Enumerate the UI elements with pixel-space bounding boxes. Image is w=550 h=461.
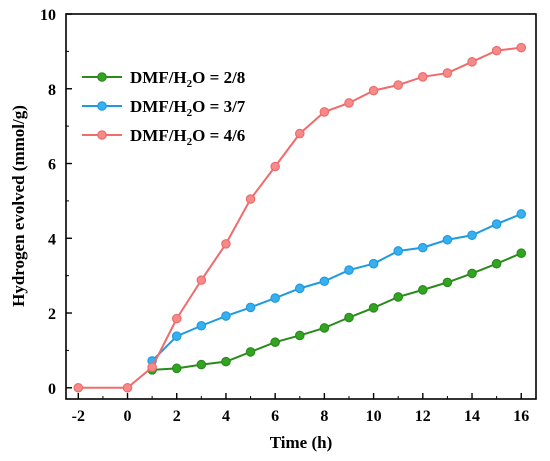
legend-label-part: DMF/H <box>130 97 187 116</box>
data-point <box>245 302 256 313</box>
legend-label: DMF/H2O = 3/7 <box>130 97 246 119</box>
data-point <box>368 258 379 269</box>
legend-label-subscript: 2 <box>187 78 193 90</box>
data-point <box>221 239 231 249</box>
data-point <box>418 71 428 82</box>
data-point <box>368 85 379 96</box>
legend-label: DMF/H2O = 2/8 <box>130 68 245 90</box>
data-point <box>418 285 428 295</box>
legend-item: DMF/H2O = 4/6 <box>82 126 245 148</box>
legend-marker <box>97 130 107 140</box>
y-tick-label: 8 <box>48 82 56 99</box>
data-point <box>393 80 403 90</box>
data-point <box>319 323 330 333</box>
series-line <box>151 213 522 362</box>
data-point <box>491 258 502 269</box>
legend-label-part: DMF/H <box>130 68 187 87</box>
data-point <box>393 292 403 302</box>
legend-item: DMF/H2O = 3/7 <box>82 97 246 119</box>
legend-item: DMF/H2O = 2/8 <box>82 68 245 90</box>
y-axis-title: Hydrogen evolved (mmol/g) <box>9 105 28 307</box>
data-point <box>319 107 330 117</box>
data-point <box>294 330 305 341</box>
data-point <box>196 320 207 331</box>
data-point <box>516 42 527 53</box>
data-point <box>245 194 256 204</box>
legend-label-subscript: 2 <box>187 107 193 119</box>
data-point <box>491 219 502 229</box>
x-tick-label: 6 <box>271 408 279 425</box>
data-point <box>344 98 354 108</box>
y-tick-label: 4 <box>48 231 56 248</box>
series-line <box>152 252 522 371</box>
axis-ticks: -2 0 2 4 6 8 10 12 14 16 0 2 4 6 8 10 <box>40 7 529 425</box>
x-tick-label: 12 <box>415 408 431 425</box>
series-1 <box>147 209 527 366</box>
data-point <box>270 293 280 303</box>
data-point <box>368 302 379 313</box>
legend-label: DMF/H2O = 4/6 <box>130 126 245 148</box>
x-tick-label: 10 <box>366 408 382 425</box>
data-point <box>221 311 231 321</box>
data-point <box>516 248 527 259</box>
x-tick-label: -2 <box>72 408 85 425</box>
data-point <box>467 268 477 279</box>
data-point <box>344 312 354 323</box>
plot-frame <box>65 13 537 400</box>
data-point <box>442 68 453 78</box>
x-tick-label: 14 <box>464 408 480 425</box>
x-tick-label: 8 <box>320 408 328 425</box>
data-point <box>270 161 280 172</box>
series-layer <box>73 42 527 393</box>
data-point <box>196 359 207 370</box>
y-tick-label: 2 <box>48 306 56 323</box>
legend-label-part: O = 2/8 <box>192 68 245 87</box>
data-point <box>516 209 527 219</box>
data-point <box>270 337 280 347</box>
x-tick-label: 0 <box>124 408 132 425</box>
y-tick-label: 0 <box>48 381 56 398</box>
y-tick-label: 6 <box>48 157 56 174</box>
series-0 <box>147 248 527 375</box>
y-tick-label: 10 <box>40 7 56 24</box>
series-2 <box>73 42 527 393</box>
data-point <box>467 230 477 241</box>
data-point <box>418 242 428 253</box>
data-point <box>122 382 133 393</box>
data-point <box>147 362 157 373</box>
data-point <box>73 382 84 393</box>
x-tick-label: 2 <box>173 408 181 425</box>
data-point <box>294 128 305 139</box>
data-point <box>294 283 305 294</box>
data-point <box>171 313 182 324</box>
data-point <box>442 277 453 288</box>
legend-label-part: O = 3/7 <box>192 97 246 116</box>
legend-label-part: O = 4/6 <box>192 126 245 145</box>
data-point <box>171 331 182 342</box>
x-tick-label: 4 <box>222 408 230 425</box>
x-axis-title: Time (h) <box>270 433 333 452</box>
legend-marker <box>97 101 107 111</box>
data-point <box>393 246 403 256</box>
data-point <box>467 57 477 67</box>
data-point <box>196 275 207 285</box>
data-point <box>319 276 330 287</box>
x-tick-label: 16 <box>513 408 529 425</box>
data-point <box>442 234 453 245</box>
data-point <box>171 363 182 374</box>
data-point <box>491 45 502 56</box>
legend-label-subscript: 2 <box>187 136 193 148</box>
data-point <box>245 347 256 357</box>
legend-marker <box>97 72 107 82</box>
legend-label-part: DMF/H <box>130 126 187 145</box>
data-point <box>344 265 354 275</box>
data-point <box>221 356 231 367</box>
